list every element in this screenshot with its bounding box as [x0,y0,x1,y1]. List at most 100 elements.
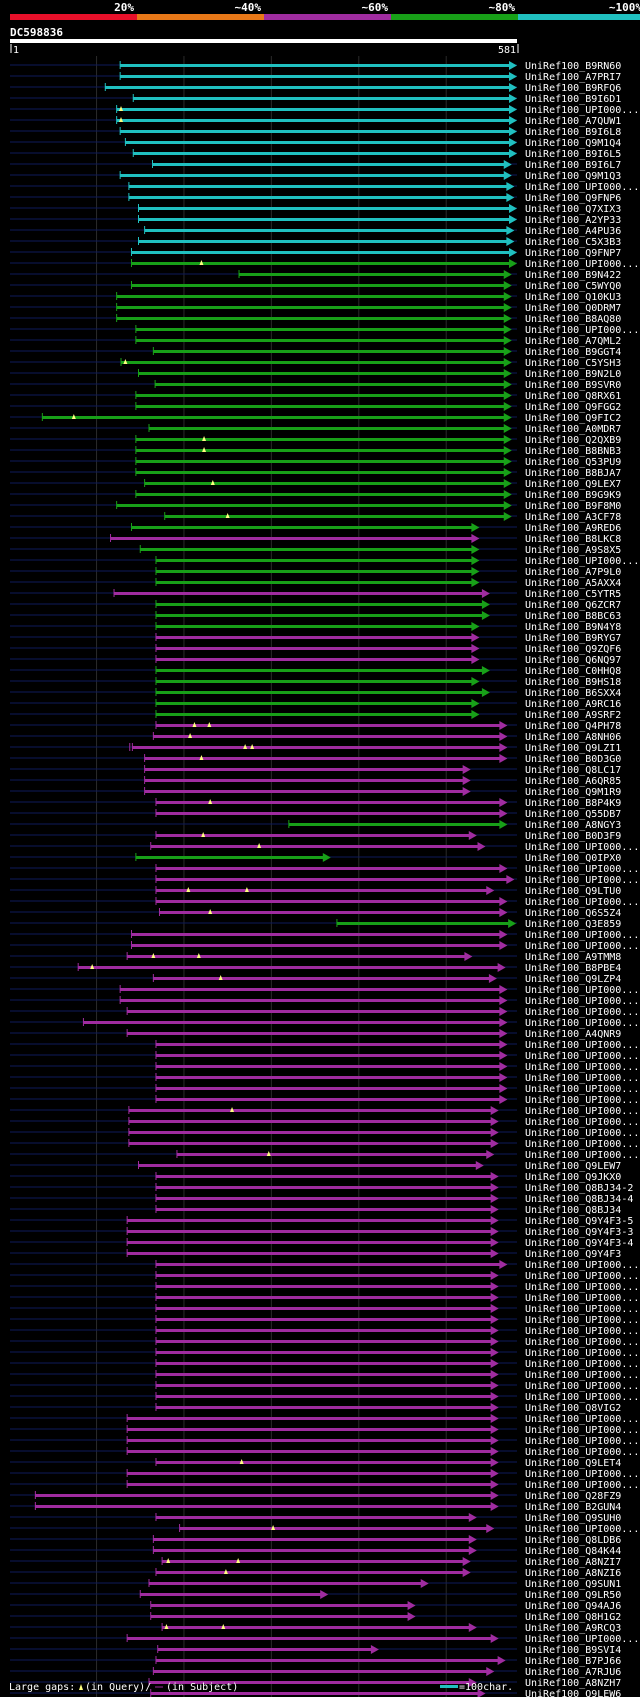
hit-bar [127,1439,492,1442]
hit-arrow [462,776,471,785]
hit-arrow [488,974,497,983]
hit-row: UniRef100_B9HS18 [10,677,621,688]
hit-arrow [471,578,480,587]
hit-bar [116,317,505,320]
hit-row: UniRef100_Q9LET4 [10,1458,621,1469]
identity-bin-label-2: ~60% [362,1,389,14]
hit-row: UniRef100_Q0IPX0 [10,853,621,864]
hit-row: UniRef100_B9G9K9 [10,490,621,501]
hit-label: UniRef100_Q9M1R9 [525,787,621,798]
hit-arrow [490,1106,499,1115]
hit-arrow [490,1282,499,1291]
hit-row: UniRef100_UPI000... [10,1095,639,1106]
hit-bar [155,1043,501,1046]
hit-label: UniRef100_Q9LEW6 [525,1689,621,1697]
hit-label: UniRef100_Q9FNP6 [525,193,621,204]
hit-label: UniRef100_A9RCQ3 [525,1623,621,1634]
hit-bar [155,383,505,386]
gap-marker [223,1569,228,1574]
hit-label: UniRef100_UPI000... [525,1095,639,1106]
hit-label: UniRef100_UPI000... [525,897,639,908]
hit-bar [148,1681,470,1684]
hit-bar [155,1296,492,1299]
hit-arrow [481,611,490,620]
hit-label: UniRef100_A9RC16 [525,699,621,710]
hit-arrow [471,545,480,554]
hit-bar [155,559,473,562]
hit-row: UniRef100_UPI000... [10,1062,639,1073]
hit-label: UniRef100_A2YP33 [525,215,621,226]
hit-arrow [490,1271,499,1280]
hit-bar [127,1417,492,1420]
hit-arrow [407,1601,416,1610]
hit-bar [152,163,505,166]
hit-bar [155,1351,492,1354]
hit-bar [128,1131,492,1134]
hit-bar [125,141,511,144]
hit-arrow [503,391,512,400]
hit-arrow [490,1194,499,1203]
hit-row: UniRef100_A8NZI6 [10,1568,621,1579]
hit-bar [128,185,508,188]
hit-bar [127,1472,492,1475]
hit-row: UniRef100_UPI000... [10,1293,639,1304]
hit-row: UniRef100_C5WYQ0 [10,281,621,292]
hit-arrow [462,787,471,796]
gap-marker [90,964,95,969]
hit-arrow [490,1370,499,1379]
hit-arrow [490,1249,499,1258]
hit-label: UniRef100_Q9M1Q3 [525,171,621,182]
hit-label: UniRef100_UPI000... [525,1018,639,1029]
hit-label: UniRef100_UPI000... [525,930,639,941]
hit-bar [127,1219,492,1222]
hit-arrow [509,94,517,103]
hit-row: UniRef100_Q9M1Q4 [10,138,621,149]
hit-row: UniRef100_A9SRF2 [10,710,621,721]
hit-arrow [506,237,515,246]
hit-label: UniRef100_B9N422 [525,270,621,281]
hit-arrow [490,1480,499,1489]
hit-row: UniRef100_UPI000... [10,897,639,908]
legend-query-gap-label: (in Query)/ [85,1682,151,1693]
gap-marker [199,755,204,760]
identity-bin-0 [10,14,137,20]
hit-arrow [320,1590,329,1599]
hit-bar [155,1263,501,1266]
hit-row: UniRef100_B9I6L8 [10,127,621,138]
hit-label: UniRef100_UPI000... [525,1348,639,1359]
hit-bar [155,900,501,903]
hit-row: UniRef100_Q9SUN1 [10,1579,621,1590]
hit-bar [155,834,470,837]
hit-row: UniRef100_B9N422 [10,270,621,281]
hit-row: UniRef100_A7P9L0 [10,567,621,578]
hit-row: UniRef100_A7QML2 [10,336,621,347]
hit-label: UniRef100_UPI000... [525,1304,639,1315]
hit-bar [239,273,505,276]
hit-row: UniRef100_Q8LDB6 [10,1535,621,1546]
hit-arrow [490,1337,499,1346]
hit-label: UniRef100_UPI000... [525,1392,639,1403]
hit-label: UniRef100_Q9JKX0 [525,1172,621,1183]
hit-bar [155,1461,492,1464]
hit-arrow [471,677,480,686]
hit-bar [155,1087,501,1090]
query-ruler: 1 581 [10,39,519,56]
hit-bar [78,966,499,969]
hit-arrow [499,1084,508,1093]
hit-bar [128,1120,492,1123]
hit-bar [116,295,505,298]
hit-arrow [509,116,517,125]
hit-label: UniRef100_UPI000... [525,1480,639,1491]
hit-arrow [490,1403,499,1412]
hit-arrow [490,1425,499,1434]
hit-row: UniRef100_Q53PU9 [10,457,621,468]
hit-arrow [471,534,480,543]
hit-label: UniRef100_B9SVR0 [525,380,621,391]
hit-row: UniRef100_UPI000... [10,1260,639,1271]
hit-label: UniRef100_Q8LDB6 [525,1535,621,1546]
hit-arrow [471,567,480,576]
hit-bar [155,658,473,661]
hit-bar [155,680,473,683]
hit-arrow [490,1117,499,1126]
hit-bar [120,174,505,177]
